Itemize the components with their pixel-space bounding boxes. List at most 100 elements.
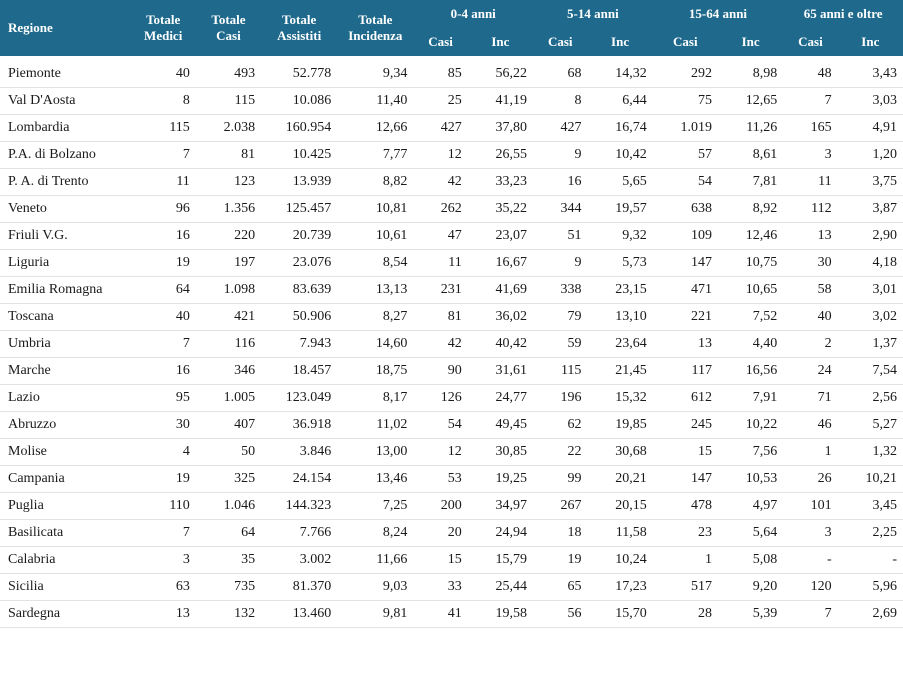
cell-value: 4,40	[718, 331, 783, 358]
cell-value: 12	[413, 142, 467, 169]
table-row: Lombardia1152.038160.95412,6642737,80427…	[0, 115, 903, 142]
cell-value: 11	[131, 169, 196, 196]
cell-value: 20.739	[261, 223, 337, 250]
cell-value: 7.766	[261, 520, 337, 547]
cell-value: 79	[533, 304, 587, 331]
table-row: Emilia Romagna641.09883.63913,1323141,69…	[0, 277, 903, 304]
cell-value: 200	[413, 493, 467, 520]
cell-value: 30	[131, 412, 196, 439]
cell-value: 8,17	[337, 385, 413, 412]
cell-value: 12,66	[337, 115, 413, 142]
cell-value: 14,60	[337, 331, 413, 358]
cell-value: 30,68	[587, 439, 652, 466]
cell-value: 8,54	[337, 250, 413, 277]
table-row: Basilicata7647.7668,242024,941811,58235,…	[0, 520, 903, 547]
cell-value: 24,94	[468, 520, 533, 547]
table-row: Marche1634618.45718,759031,6111521,45117…	[0, 358, 903, 385]
cell-value: 112	[783, 196, 837, 223]
cell-value: 12,65	[718, 88, 783, 115]
col-tot-medici: Totale Medici	[131, 0, 196, 56]
cell-value: 18	[533, 520, 587, 547]
cell-value: 13,10	[587, 304, 652, 331]
cell-value: 612	[653, 385, 718, 412]
cell-value: 7	[131, 331, 196, 358]
cell-value: 3,03	[838, 88, 903, 115]
cell-value: 19	[131, 250, 196, 277]
cell-value: 1,32	[838, 439, 903, 466]
cell-value: 22	[533, 439, 587, 466]
cell-value: 75	[653, 88, 718, 115]
cell-region: Sicilia	[0, 574, 131, 601]
col-group-15-64: 15-64 anni	[653, 0, 784, 28]
cell-value: 58	[783, 277, 837, 304]
cell-value: 23,64	[587, 331, 652, 358]
cell-value: 50	[196, 439, 261, 466]
cell-value: 10.425	[261, 142, 337, 169]
table-row: Lazio951.005123.0498,1712624,7719615,326…	[0, 385, 903, 412]
cell-value: 7	[783, 601, 837, 628]
cell-value: 123.049	[261, 385, 337, 412]
cell-value: 2	[783, 331, 837, 358]
cell-value: 9,34	[337, 56, 413, 88]
cell-value: 50.906	[261, 304, 337, 331]
cell-value: 7.943	[261, 331, 337, 358]
cell-value: 10,61	[337, 223, 413, 250]
col-group-65: 65 anni e oltre	[783, 0, 903, 28]
cell-value: 427	[533, 115, 587, 142]
cell-value: 117	[653, 358, 718, 385]
cell-value: 34,97	[468, 493, 533, 520]
cell-value: 7,54	[838, 358, 903, 385]
cell-value: 5,27	[838, 412, 903, 439]
table-row: Veneto961.356125.45710,8126235,2234419,5…	[0, 196, 903, 223]
cell-value: 5,39	[718, 601, 783, 628]
cell-value: 96	[131, 196, 196, 223]
col-casi-3: Casi	[783, 28, 837, 56]
cell-value: 52.778	[261, 56, 337, 88]
cell-value: 5,96	[838, 574, 903, 601]
cell-value: 7	[131, 142, 196, 169]
col-inc-2: Inc	[718, 28, 783, 56]
cell-value: 31,61	[468, 358, 533, 385]
cell-value: 197	[196, 250, 261, 277]
cell-value: 35	[196, 547, 261, 574]
cell-value: 7,81	[718, 169, 783, 196]
cell-value: 56,22	[468, 56, 533, 88]
table-row: Toscana4042150.9068,278136,027913,102217…	[0, 304, 903, 331]
cell-value: 41,19	[468, 88, 533, 115]
cell-value: 196	[533, 385, 587, 412]
cell-value: 23.076	[261, 250, 337, 277]
table-row: Abruzzo3040736.91811,025449,456219,85245…	[0, 412, 903, 439]
cell-value: 4,18	[838, 250, 903, 277]
cell-value: 407	[196, 412, 261, 439]
cell-value: 120	[783, 574, 837, 601]
table-header: Regione Totale Medici Totale Casi Totale…	[0, 0, 903, 56]
cell-value: 19	[533, 547, 587, 574]
cell-value: 7	[783, 88, 837, 115]
cell-value: 1,20	[838, 142, 903, 169]
cell-value: 115	[196, 88, 261, 115]
cell-value: 7,25	[337, 493, 413, 520]
cell-region: P.A. di Bolzano	[0, 142, 131, 169]
cell-value: 9	[533, 142, 587, 169]
cell-region: Val D'Aosta	[0, 88, 131, 115]
cell-value: 16,67	[468, 250, 533, 277]
cell-value: 13	[653, 331, 718, 358]
cell-value: 21,45	[587, 358, 652, 385]
cell-region: Liguria	[0, 250, 131, 277]
table-row: Calabria3353.00211,661515,791910,2415,08…	[0, 547, 903, 574]
cell-value: 81.370	[261, 574, 337, 601]
cell-value: 13,13	[337, 277, 413, 304]
cell-value: 5,73	[587, 250, 652, 277]
cell-value: 10,75	[718, 250, 783, 277]
cell-value: 638	[653, 196, 718, 223]
cell-value: 12	[413, 439, 467, 466]
cell-value: 427	[413, 115, 467, 142]
cell-value: 17,23	[587, 574, 652, 601]
cell-value: 16,74	[587, 115, 652, 142]
col-inc-0: Inc	[468, 28, 533, 56]
cell-value: 5,65	[587, 169, 652, 196]
cell-value: 13	[783, 223, 837, 250]
cell-value: 11	[783, 169, 837, 196]
cell-value: 7,56	[718, 439, 783, 466]
cell-value: 10,21	[838, 466, 903, 493]
